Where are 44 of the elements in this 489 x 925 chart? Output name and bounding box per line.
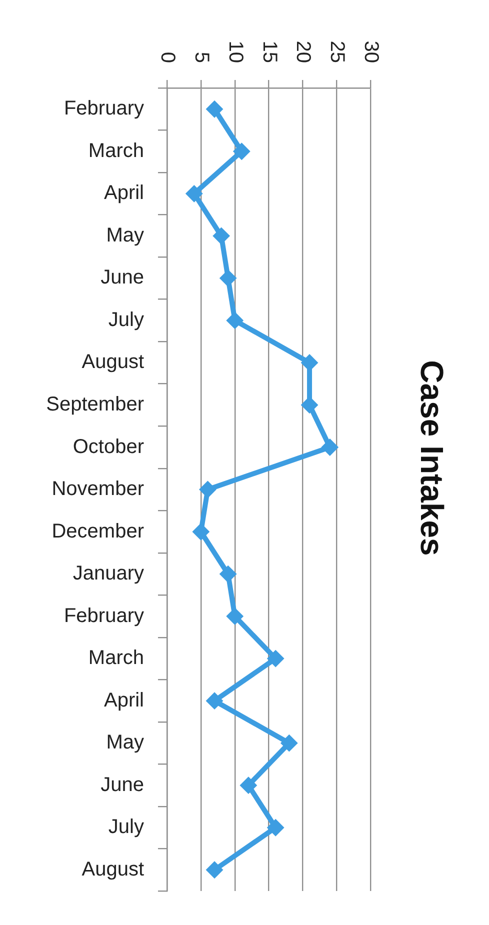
y-tick-label: October xyxy=(72,436,144,458)
point xyxy=(206,861,224,878)
x-tick-label: 10 xyxy=(224,40,246,63)
y-tick-label: March xyxy=(88,140,144,162)
x-tick-label: 25 xyxy=(326,40,348,63)
x-tick-label: 30 xyxy=(360,40,382,63)
x-tick-label: 15 xyxy=(258,40,280,63)
y-tick-label: February xyxy=(64,98,144,120)
y-tick-label: January xyxy=(72,562,144,585)
point xyxy=(206,100,224,118)
y-tick-label: June xyxy=(100,774,144,796)
point xyxy=(280,734,298,752)
point xyxy=(321,438,338,456)
point xyxy=(212,227,230,244)
point xyxy=(186,185,203,202)
y-tick-label: July xyxy=(108,308,144,331)
point xyxy=(267,650,284,668)
point xyxy=(226,312,244,329)
y-tick-label: February xyxy=(64,604,144,627)
text: Case Intakes xyxy=(414,360,450,556)
point xyxy=(267,819,284,836)
point xyxy=(220,566,237,583)
point xyxy=(199,481,216,498)
y-tick-label: August xyxy=(82,351,144,374)
y-tick-label: March xyxy=(88,647,144,670)
y-tick-label: May xyxy=(106,732,144,754)
x-tick-label: 0 xyxy=(156,52,178,63)
point xyxy=(240,776,257,794)
y-tick-label: June xyxy=(100,266,144,289)
x-tick-label: 5 xyxy=(190,52,212,63)
y-tick-label: July xyxy=(108,816,144,838)
x-tick-label: 20 xyxy=(292,40,314,63)
point xyxy=(192,523,210,540)
y-tick-label: April xyxy=(104,182,144,204)
point xyxy=(220,270,237,287)
y-tick-label: November xyxy=(52,478,144,500)
y-tick-label: April xyxy=(104,689,144,712)
y-tick-label: September xyxy=(46,393,144,416)
point xyxy=(233,142,250,160)
y-tick-label: December xyxy=(52,520,144,542)
point xyxy=(206,692,224,710)
y-tick-label: August xyxy=(82,858,144,880)
point xyxy=(226,608,244,625)
y-tick-label: May xyxy=(106,224,144,246)
